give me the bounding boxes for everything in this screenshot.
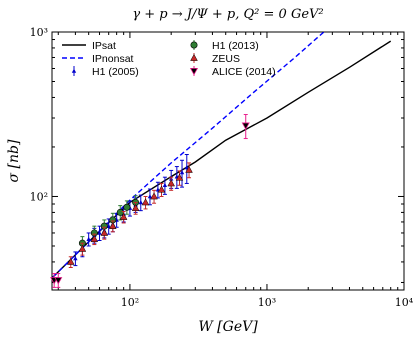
legend-label: H1 (2013) [212,40,259,52]
legend-entry-h1-2013: H1 (2013) [190,40,259,52]
data-point [131,203,140,211]
series-h1-2005 [73,153,189,267]
data-point [78,244,87,252]
y-tick-label: 10³ [30,26,48,39]
axis-ticks: 10² 10³ 10⁴ 10² 10³ [30,26,414,309]
data-point [86,236,91,241]
data-point [175,173,184,181]
data-point [157,185,166,193]
y-tick-label: 10² [30,190,48,203]
legend-label: H1 (2005) [92,66,139,78]
plot-frame [51,31,405,291]
data-point [116,208,124,216]
legend-entry-alice-2014: ALICE (2014) [189,66,276,78]
curve-ipsat [52,40,392,279]
data-point [123,203,131,211]
legend-entry-ipnonsat: IPnonsat [62,53,134,65]
legend-label: ALICE (2014) [212,66,276,78]
data-point [150,192,158,200]
series-alice-2014 [50,114,250,288]
series-zeus [66,162,193,268]
y-axis-label: σ [nb] [6,139,22,182]
data-point [185,165,193,173]
data-point [54,277,63,285]
x-axis-label: W [GeV] [198,319,258,335]
legend-entry-zeus: ZEUS [190,53,240,65]
data-point [241,122,250,130]
legend-label: IPsat [92,40,116,52]
legend-marker [190,41,198,49]
legend-entry-ipsat: IPsat [62,40,116,52]
x-tick-label: 10³ [258,296,276,309]
data-point [162,182,168,188]
data-point [138,200,143,205]
data-points [50,114,250,288]
legend-marker [71,68,77,73]
data-point [100,228,109,236]
x-tick-label: 10⁴ [395,296,414,309]
legend-marker [190,53,198,61]
data-point [108,222,117,230]
legend-marker [189,68,199,76]
legend-label: ZEUS [212,53,240,65]
data-point [119,212,128,220]
legend-label: IPnonsat [92,53,134,65]
data-point [73,256,78,261]
data-point [179,170,185,175]
data-point [141,198,150,206]
data-point [147,194,153,199]
chart-title: γ + p → J/Ψ + p, Q² = 0 GeV² [132,7,323,22]
data-point [90,235,99,243]
data-point [66,257,75,265]
legend-entry-h1-2005: H1 (2005) [71,66,139,78]
x-tick-label: 10² [121,296,139,309]
data-point [97,230,102,235]
data-point [167,179,175,187]
